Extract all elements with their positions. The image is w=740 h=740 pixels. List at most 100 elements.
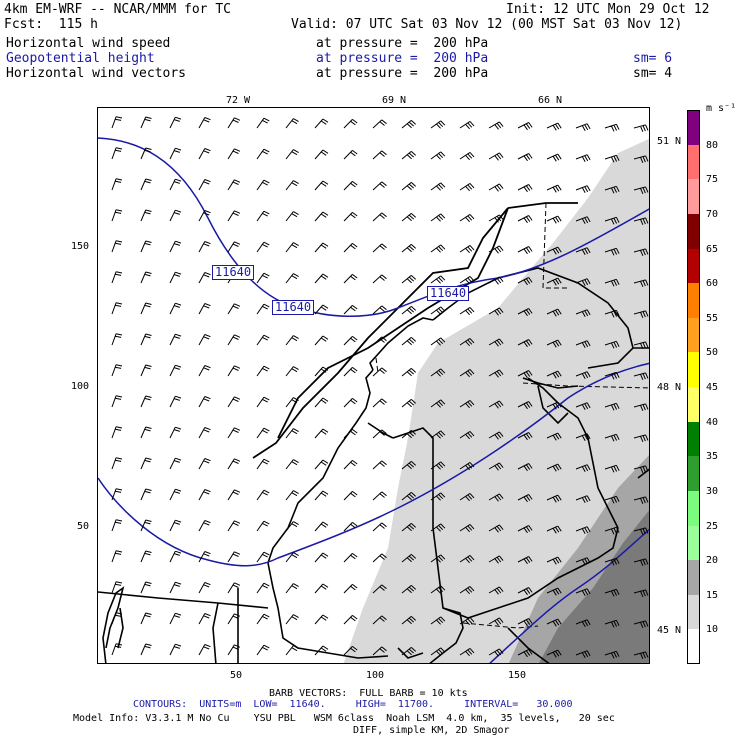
wind-barb	[111, 333, 123, 346]
wind-barb	[546, 587, 562, 596]
colorbar-label: 15	[706, 589, 719, 601]
wind-barb	[604, 123, 620, 132]
wind-barb	[546, 246, 562, 255]
wind-barb	[430, 213, 446, 222]
wind-barb	[459, 554, 475, 564]
colorbar-swatch	[687, 560, 700, 595]
wind-barb	[604, 371, 620, 380]
wind-barb	[546, 649, 562, 658]
wind-barb	[575, 154, 591, 163]
wind-barb	[604, 619, 620, 628]
wind-barb	[575, 588, 591, 597]
wind-barb	[459, 523, 475, 533]
colorbar-label: 80	[706, 139, 719, 151]
colorbar-swatch	[687, 594, 700, 630]
wind-barb	[459, 337, 475, 347]
wind-barb	[401, 368, 417, 377]
wind-barb	[256, 179, 270, 191]
wind-barb	[604, 464, 620, 473]
wind-barb	[169, 550, 182, 563]
wind-barb	[633, 496, 649, 504]
wind-barb	[198, 489, 211, 501]
wind-barb	[169, 612, 182, 625]
wind-barb	[401, 461, 417, 470]
wind-barb	[401, 585, 417, 594]
wind-barb	[401, 492, 417, 501]
wind-barb	[459, 151, 475, 161]
wind-barb	[430, 244, 446, 253]
wind-barb	[401, 244, 417, 253]
colorbar-label: 70	[706, 208, 719, 220]
wind-speed-shading-dark	[539, 510, 649, 663]
wind-barb	[169, 488, 182, 501]
wind-barb	[372, 615, 387, 625]
wind-barb	[256, 427, 270, 439]
wind-barb	[372, 305, 387, 315]
model-title: 4km EM-WRF -- NCAR/MMM for TC	[4, 2, 231, 17]
wind-barb	[575, 278, 591, 287]
wind-barb	[372, 274, 387, 284]
wind-barb	[517, 339, 533, 348]
wind-barb	[401, 647, 417, 656]
wind-barb	[488, 369, 504, 378]
wind-barb	[459, 120, 475, 130]
wind-barb	[343, 553, 358, 563]
wind-barb	[227, 179, 241, 191]
wind-barb	[256, 582, 270, 594]
lon-label-69n: 69 N	[382, 95, 407, 106]
field-name-wind-vectors: Horizontal wind vectors	[6, 66, 187, 81]
wind-barb	[111, 178, 123, 191]
wind-barb	[401, 399, 417, 408]
wind-barb	[169, 426, 182, 439]
wind-barb	[372, 429, 387, 439]
wind-barb	[633, 155, 649, 163]
wind-barb	[459, 244, 475, 254]
wind-barb	[343, 491, 358, 501]
wind-barb	[111, 364, 123, 377]
wind-barb	[285, 490, 299, 501]
wind-barb	[111, 271, 123, 284]
wind-barb	[575, 247, 591, 256]
wind-barb	[314, 118, 329, 129]
wind-barb	[285, 521, 299, 532]
wind-barb	[430, 647, 446, 656]
wind-barb	[372, 646, 387, 656]
wind-barb	[198, 551, 211, 563]
wind-barb	[430, 554, 446, 563]
x-axis-label-50: 50	[230, 670, 243, 681]
wind-barb	[198, 179, 211, 191]
wind-barb	[256, 365, 270, 377]
wind-barb	[227, 427, 241, 439]
wind-barb	[314, 273, 329, 284]
field-name-geopotential: Geopotential height	[6, 51, 155, 66]
colorbar-label: 65	[706, 243, 719, 255]
colorbar-label: 25	[706, 520, 719, 532]
lat-label-45n: 45 N	[657, 625, 682, 636]
wind-barb	[198, 241, 211, 253]
wind-barb	[488, 121, 504, 130]
wind-barb	[575, 216, 591, 225]
wind-barb	[314, 552, 329, 563]
wind-barb	[169, 147, 182, 160]
wind-barb	[314, 614, 329, 625]
field-smoothing-geopotential: sm= 6	[633, 51, 673, 66]
wind-barb	[401, 120, 417, 129]
wind-barb	[401, 182, 417, 191]
colorbar-label: 40	[706, 416, 719, 428]
wind-barb	[314, 180, 329, 191]
wind-barb	[546, 308, 562, 317]
wind-barb	[517, 277, 533, 286]
wind-barb	[488, 617, 504, 626]
colorbar-swatch	[687, 144, 700, 180]
wind-barb	[372, 367, 387, 377]
wind-barb	[488, 276, 504, 285]
wind-barb	[227, 489, 241, 501]
wind-barb	[459, 213, 475, 223]
jet-outline	[252, 202, 578, 459]
wind-barb	[517, 401, 533, 410]
colorbar-swatch	[687, 179, 700, 214]
wind-barb	[459, 368, 475, 378]
wind-barb	[285, 211, 299, 222]
wind-barb	[604, 216, 620, 225]
border-dashed	[375, 202, 649, 629]
